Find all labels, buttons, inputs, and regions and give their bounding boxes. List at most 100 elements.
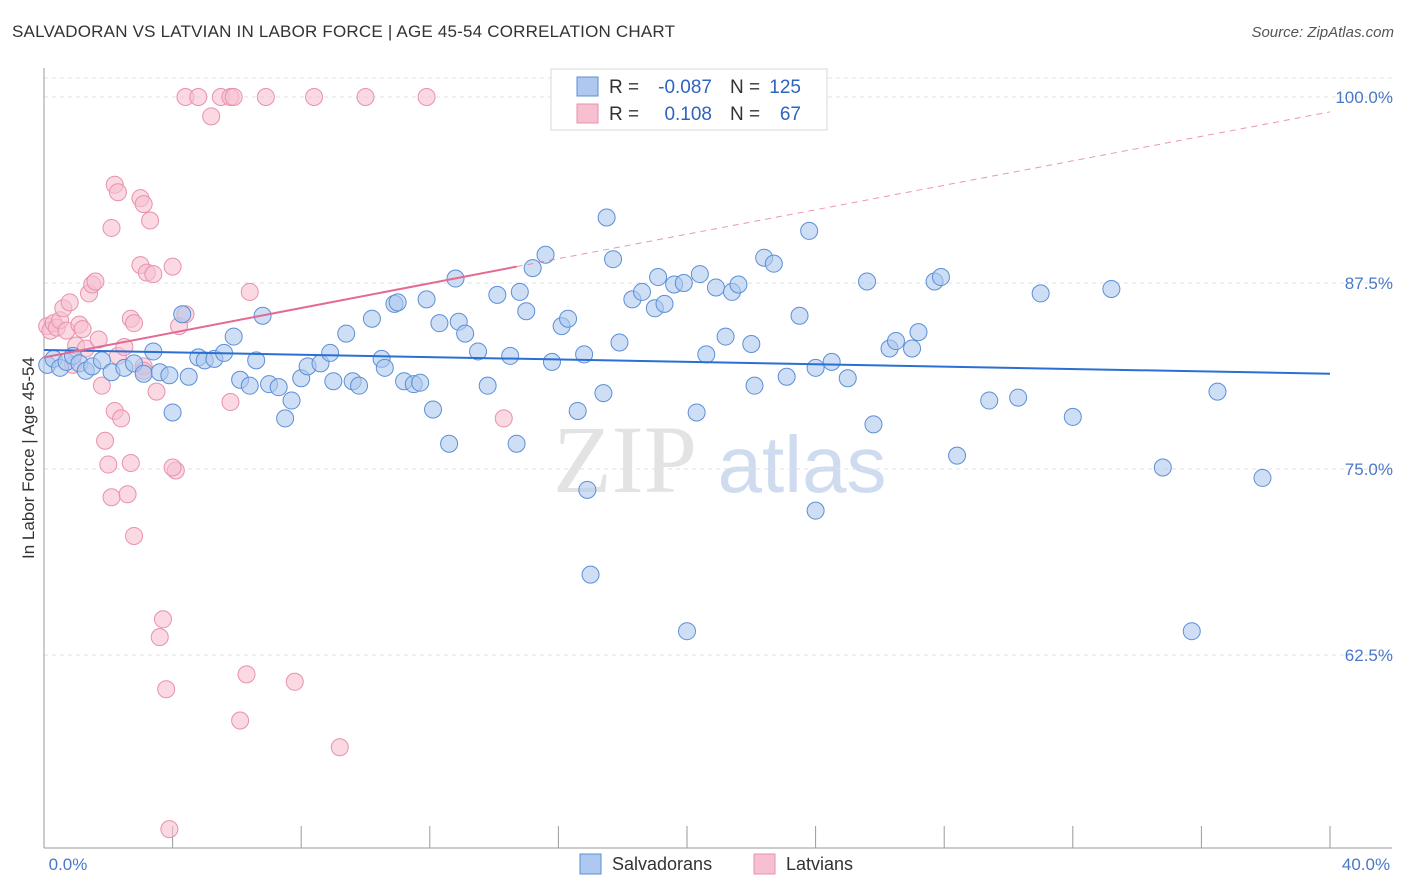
salvadoran-point — [806, 358, 825, 377]
salvadoran-point — [417, 290, 436, 309]
salvadoran-point — [1031, 284, 1050, 303]
salvadoran-point — [469, 342, 488, 361]
salvadoran-point — [980, 391, 999, 410]
salvadoran-point — [501, 346, 520, 365]
y-tick-label: 75.0% — [1345, 460, 1393, 479]
latvian-points — [38, 88, 513, 839]
latvian-point — [96, 431, 115, 450]
salvadoran-point — [542, 352, 561, 371]
bottom-legend-latvians: Latvians — [786, 854, 853, 874]
latvian-point — [221, 393, 240, 412]
watermark-zip: ZIP — [553, 406, 697, 513]
salvadoran-point — [160, 366, 179, 385]
salvadoran-point — [350, 376, 369, 395]
ticks: 100.0% 87.5% 75.0% 62.5% 0.0% 40.0% — [49, 88, 1393, 874]
bottom-legend-swatch-salvadoran — [579, 853, 602, 875]
salvadoran-point — [800, 221, 819, 240]
legend-r-label-2: R = — [609, 104, 639, 125]
latvian-point — [202, 107, 221, 126]
salvadoran-point — [269, 378, 288, 397]
salvadoran-point — [649, 268, 668, 287]
salvadoran-point — [716, 327, 735, 346]
latvian-point — [112, 409, 131, 428]
y-tick-label: 100.0% — [1335, 88, 1393, 107]
salvadoran-point — [440, 434, 459, 453]
latvian-point — [157, 680, 176, 699]
latvian-point — [305, 88, 324, 106]
salvadoran-point — [903, 339, 922, 358]
grid-lines — [44, 77, 1392, 656]
salvadoran-point — [536, 245, 555, 264]
legend-r-label-1: R = — [609, 77, 639, 98]
salvadoran-point — [337, 324, 356, 343]
salvadoran-point — [1182, 622, 1201, 641]
trend-lines — [43, 111, 1331, 375]
latvian-point — [163, 257, 182, 276]
latvian-point — [494, 409, 513, 428]
latvian-point — [92, 376, 111, 395]
salvadoran-point — [568, 401, 587, 420]
latvian-point — [189, 88, 208, 106]
salvadoran-point — [690, 265, 709, 284]
salvadoran-point — [163, 403, 182, 422]
latvian-point — [150, 628, 169, 647]
legend-n-label-1: N = — [730, 77, 760, 98]
salvadoran-points — [38, 208, 1272, 641]
legend-n-label-2: N = — [730, 104, 760, 125]
salvadoran-point — [697, 345, 716, 364]
latvian-point — [108, 183, 127, 202]
latvian-point — [240, 282, 259, 301]
watermark-atlas: atlas — [718, 420, 887, 509]
latvian-point — [285, 672, 304, 691]
bottom-legend-salvadorans: Salvadorans — [612, 854, 712, 874]
salvadoran-point — [678, 622, 696, 641]
chart-title: SALVADORAN VS LATVIAN IN LABOR FORCE | A… — [12, 22, 676, 41]
salvadoran-point — [822, 352, 841, 371]
salvadoran-point — [706, 278, 725, 297]
y-axis-title: In Labor Force | Age 45-54 — [19, 357, 38, 559]
bottom-legend-swatch-latvian — [753, 853, 776, 875]
salvadoran-point — [173, 305, 192, 324]
salvadoran-point — [430, 314, 449, 333]
legend-n-value-2: 67 — [780, 104, 801, 125]
source-label: Source: ZipAtlas.com — [1251, 24, 1394, 41]
latvian-point — [134, 195, 153, 214]
salvadoran-point — [388, 293, 407, 312]
salvadoran-point — [375, 358, 394, 377]
latvian-point — [224, 88, 243, 106]
bottom-legend: Salvadorans Latvians — [579, 853, 853, 875]
salvadoran-point — [411, 373, 430, 392]
salvadoran-point — [858, 272, 877, 291]
legend-r-value-1: -0.087 — [658, 77, 712, 98]
salvadoran-point — [1063, 407, 1082, 426]
salvadoran-point — [838, 369, 857, 388]
salvadoran-point — [674, 274, 693, 292]
salvadoran-point — [1102, 279, 1121, 298]
latvian-point — [125, 526, 144, 545]
salvadoran-point — [886, 332, 905, 351]
salvadoran-point — [488, 285, 507, 304]
latvian-point — [125, 314, 144, 333]
salvadoran-point — [517, 302, 536, 321]
latvian-point — [417, 88, 436, 106]
salvadoran-point — [282, 391, 301, 410]
salvadoran-point — [424, 400, 443, 419]
salvadoran-point — [594, 384, 613, 403]
latvian-point — [89, 330, 108, 349]
salvadoran-point — [575, 345, 594, 364]
axes — [43, 68, 1392, 849]
x-tick-label: 0.0% — [49, 855, 88, 874]
legend-r-value-2: 0.108 — [664, 104, 712, 125]
salvadoran-point — [456, 324, 475, 343]
salvadoran-point — [134, 364, 153, 383]
latvian-point — [237, 665, 256, 684]
latvian-trend-line-solid — [43, 265, 517, 359]
latvian-point — [153, 610, 172, 629]
salvadoran-point — [931, 268, 950, 287]
latvian-point — [99, 455, 118, 474]
salvadoran-point — [1153, 458, 1172, 477]
latvian-point — [60, 293, 79, 312]
latvian-point — [73, 320, 92, 339]
salvadoran-point — [581, 565, 600, 584]
salvadoran-point — [1253, 468, 1272, 487]
